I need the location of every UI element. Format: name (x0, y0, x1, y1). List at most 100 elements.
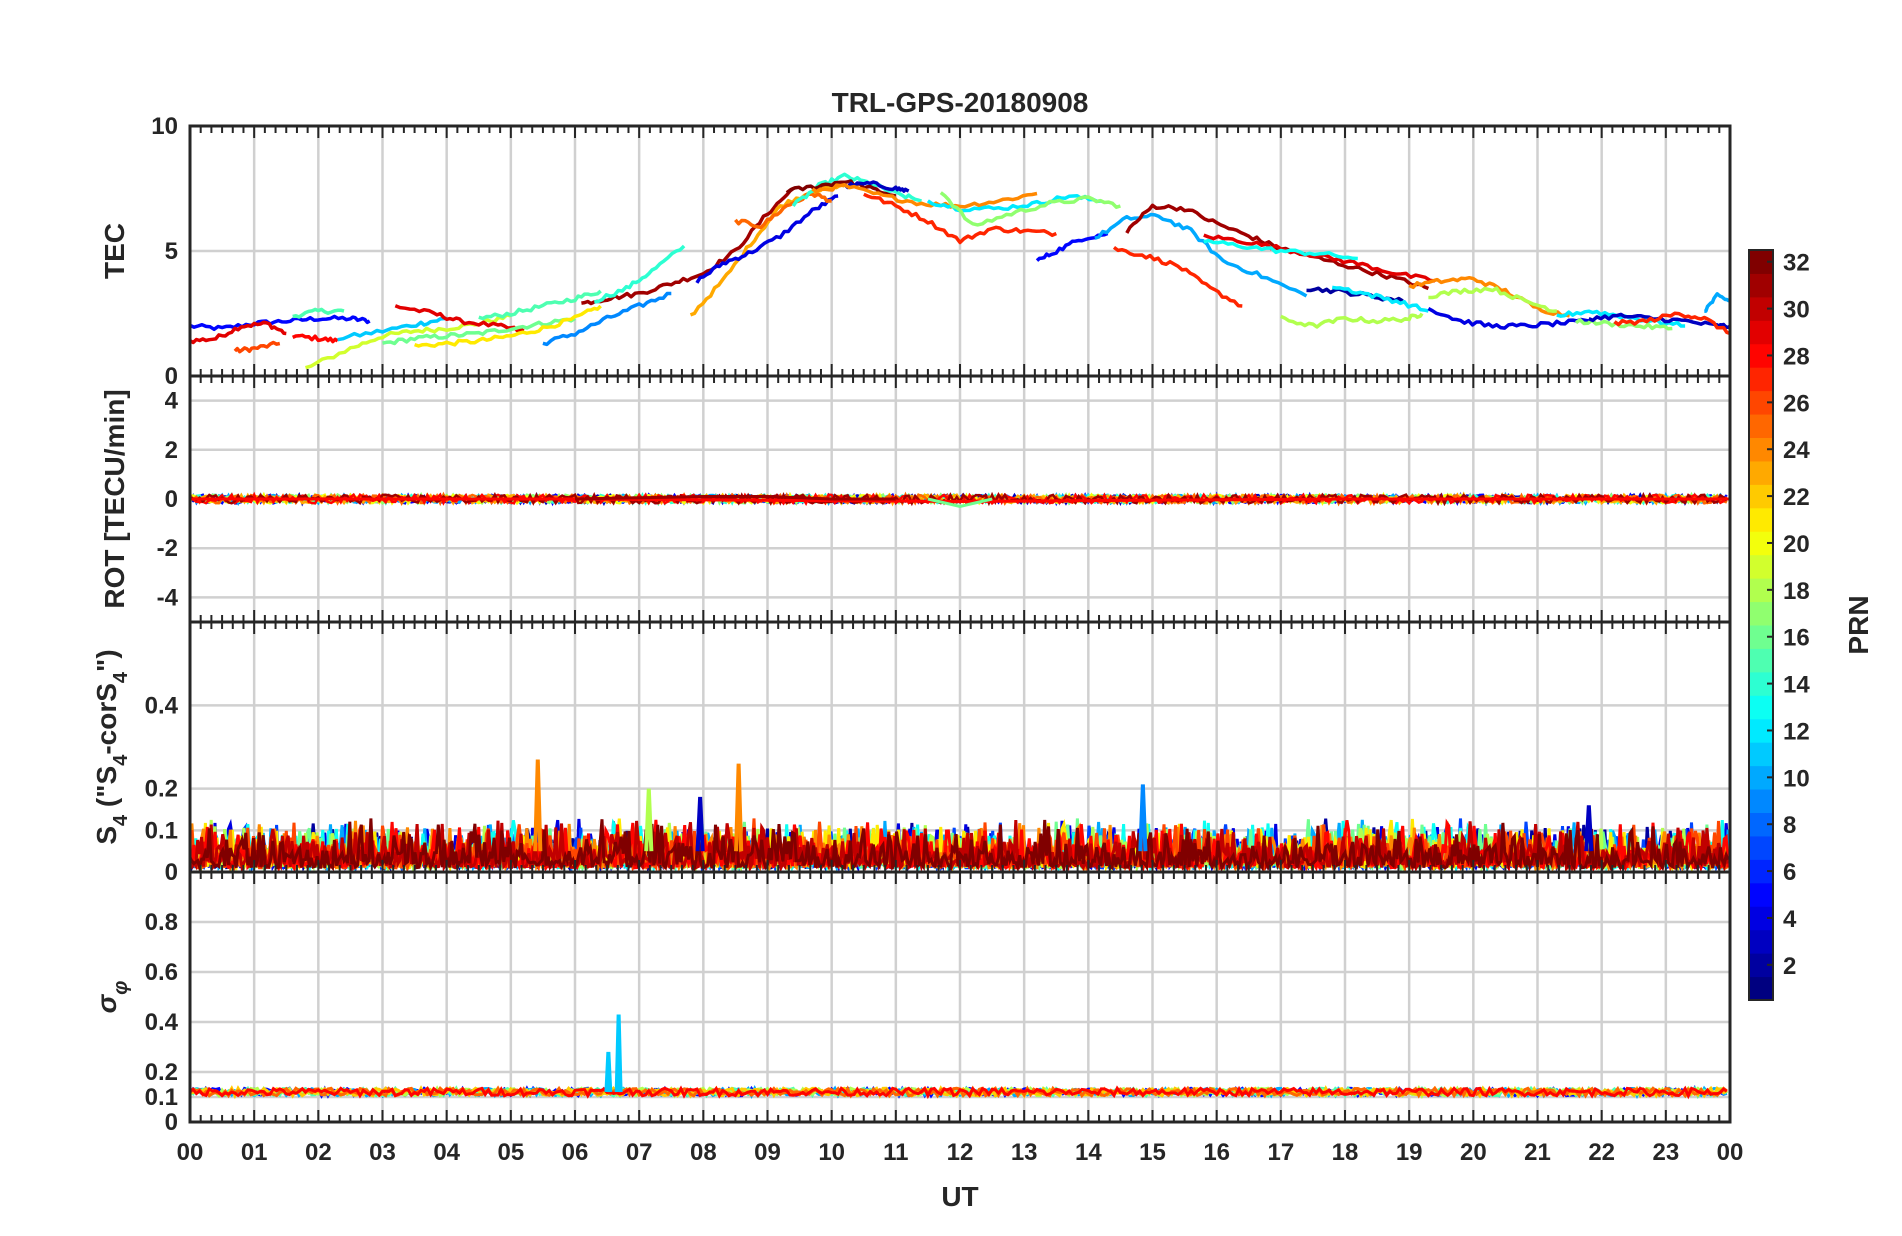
x-tick-label: 01 (241, 1139, 268, 1166)
x-tick-labels: 00 01 02 03 04 05 06 07 08 09 10 11 12 13 14 15 16 17 18 19… (177, 1139, 1744, 1166)
y-tick-label: 0 (165, 1109, 178, 1136)
y-tick-label: 10 (151, 113, 178, 140)
x-tick-label: 12 (947, 1139, 974, 1166)
colorbar-tick-label: 26 (1783, 390, 1810, 417)
colorbar-tick-label: 10 (1783, 765, 1810, 792)
rot-series-line (574, 495, 896, 501)
s4-peak (1138, 784, 1148, 852)
x-tick-label: 16 (1203, 1139, 1230, 1166)
tec-series-line (414, 304, 602, 348)
colorbar-tick-label: 32 (1783, 250, 1810, 277)
colorbar-segment (1749, 718, 1773, 743)
y-tick-label: 0.1 (145, 817, 178, 844)
y-tick-label: 0.2 (145, 1059, 178, 1086)
colorbar-segment (1749, 601, 1773, 626)
x-tick-label: 14 (1075, 1139, 1102, 1166)
tec-series-line (542, 291, 672, 347)
tec-series-line (382, 316, 576, 346)
colorbar-segment (1749, 343, 1773, 368)
sigma-phi-series-line (190, 1085, 1728, 1100)
panel-3: 0 0.1 0.2 0.4 (145, 620, 1732, 886)
x-tick-label: 03 (369, 1139, 396, 1166)
colorbar-segment (1749, 906, 1773, 931)
colorbar-segment (1749, 437, 1773, 462)
x-axis-label: UT (941, 1181, 978, 1212)
tec-series-line (1428, 286, 1557, 313)
tec-series-line (734, 192, 832, 230)
sigma-phi-peak (604, 1051, 613, 1093)
x-tick-label: 22 (1588, 1139, 1615, 1166)
panel-data (190, 172, 1730, 370)
tec-series-line (478, 289, 602, 321)
colorbar-segment (1749, 671, 1773, 696)
sigma-phi-peak (614, 1014, 623, 1093)
colorbar-segment (1749, 625, 1773, 649)
tec-series-line (394, 304, 525, 333)
colorbar-frame (1748, 249, 1774, 1001)
y-tick-label: 0 (165, 363, 178, 390)
panel-4: 00.10.2 0.4 0.6 0.8 (145, 870, 1732, 1136)
y-axis-label: ROT [TECU/min] (99, 389, 130, 608)
y-tick-label: 0.8 (145, 909, 178, 936)
tec-series-line (190, 320, 287, 345)
chart-panels: 0510-4-202400.10.20.400.10.20.40.60.8TEC… (91, 113, 1732, 1136)
colorbar-segment (1749, 765, 1773, 790)
y-tick-label: 0.2 (145, 776, 178, 803)
colorbar-segment (1749, 835, 1773, 860)
colorbar-segment (1749, 554, 1773, 579)
tec-series-line (843, 180, 910, 193)
x-tick-label: 09 (754, 1139, 781, 1166)
colorbar-tick-label: 30 (1783, 297, 1810, 324)
tec-series-line (1613, 311, 1730, 336)
y-tick-label: 5 (165, 238, 178, 265)
colorbar-segment (1749, 812, 1773, 837)
tec-series-line (291, 333, 339, 344)
tec-series-line (1203, 233, 1436, 283)
rot-series-line (927, 497, 993, 508)
tec-series-line (863, 192, 1058, 245)
colorbar-segment (1749, 531, 1773, 556)
y-tick-label: 0.6 (145, 959, 178, 986)
s4-peak (695, 796, 705, 852)
panel-2: -4 -2 0 2 4 (157, 374, 1732, 624)
colorbar-tick-label: 18 (1783, 578, 1810, 605)
tec-series-line (233, 340, 281, 354)
s4-peak (533, 759, 543, 852)
colorbar-segment (1749, 929, 1773, 954)
tec-series-line (939, 191, 1121, 227)
y-tick-label: -2 (157, 535, 178, 562)
colorbar-segment (1749, 296, 1773, 321)
x-tick-label: 21 (1524, 1139, 1551, 1166)
colorbar-tick-label: 12 (1783, 718, 1810, 745)
s4-peak (644, 788, 654, 852)
tec-series-line (785, 179, 897, 198)
tec-series-line (1112, 246, 1243, 308)
colorbar-tick-label: 2 (1783, 953, 1796, 980)
colorbar-segment (1749, 789, 1773, 813)
colorbar-segment (1749, 578, 1773, 603)
colorbar-tick-label: 4 (1783, 906, 1797, 933)
colorbar-segment (1749, 648, 1773, 673)
colorbar-segment (1749, 390, 1773, 415)
panel-1: 0 5 10 (151, 113, 1732, 390)
colorbar-label: PRN (1843, 595, 1874, 654)
tec-series-line (1556, 309, 1686, 328)
colorbar-tick-label: 28 (1783, 343, 1810, 370)
colorbar-segment (1749, 460, 1773, 485)
chart-title: TRL-GPS-20180908 (832, 87, 1089, 118)
tec-series-line (695, 194, 839, 284)
y-tick-label: 0.4 (145, 692, 179, 719)
tec-series-line (1704, 292, 1730, 313)
x-tick-label: 20 (1460, 1139, 1487, 1166)
colorbar-segment (1749, 367, 1773, 392)
s4-peak (734, 763, 744, 852)
x-tick-label: 04 (433, 1139, 460, 1166)
y-tick-label: 0 (165, 859, 178, 886)
colorbar-tick-label: 20 (1783, 531, 1810, 558)
x-tick-label: 06 (562, 1139, 589, 1166)
x-tick-label: 17 (1267, 1139, 1294, 1166)
y-axis-label: S4 ("S4-corS4") (91, 649, 132, 844)
s4-peak (1584, 805, 1594, 852)
